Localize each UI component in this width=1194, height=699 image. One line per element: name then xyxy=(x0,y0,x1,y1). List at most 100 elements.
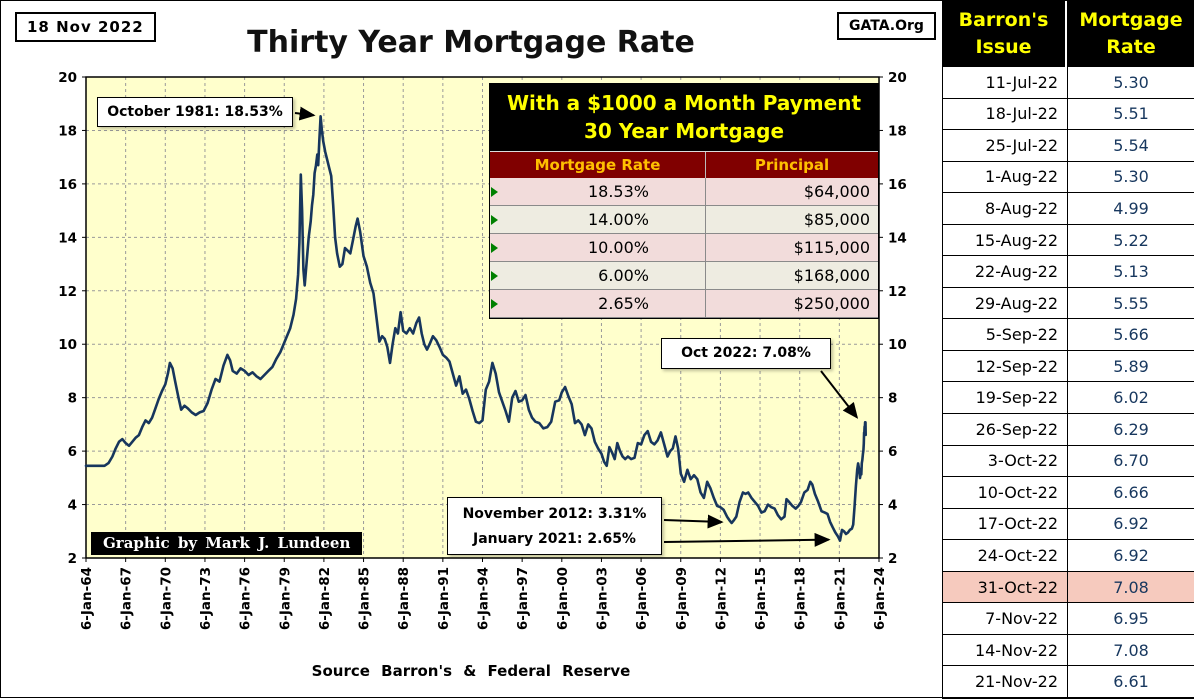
comment-triangle-icon xyxy=(491,243,498,253)
issue-date-cell: 3-Oct-22 xyxy=(943,445,1067,477)
issue-date-cell: 17-Oct-22 xyxy=(943,508,1067,540)
mortgage-rate-cell: 7.08 xyxy=(1068,634,1194,666)
svg-text:2: 2 xyxy=(68,551,77,567)
svg-text:16: 16 xyxy=(888,177,907,193)
inset-principal-cell: $250,000 xyxy=(706,290,878,318)
svg-text:6-Jan-15: 6-Jan-15 xyxy=(753,567,769,630)
barrons-rate-table: Barron's Issue Mortgage Rate 11-Jul-22 5.… xyxy=(942,1,1194,699)
svg-text:20: 20 xyxy=(888,70,907,86)
annotation-lows: November 2012: 3.31% January 2021: 2.65% xyxy=(447,497,662,555)
annotation-november-2012: November 2012: 3.31% xyxy=(462,506,647,522)
svg-text:6-Jan-91: 6-Jan-91 xyxy=(436,567,452,630)
inset-rows: 18.53% $64,000 14.00% $85,000 10.00% $115,000… xyxy=(490,178,878,318)
inset-rate-cell: 10.00% xyxy=(490,234,706,262)
svg-text:6-Jan-73: 6-Jan-73 xyxy=(198,567,214,630)
issue-date-cell: 10-Oct-22 xyxy=(943,477,1067,508)
issue-date-cell: 12-Sep-22 xyxy=(943,350,1067,382)
svg-text:14: 14 xyxy=(888,230,907,246)
side-header-rate: Mortgage Rate xyxy=(1079,9,1183,58)
svg-text:6-Jan-94: 6-Jan-94 xyxy=(476,567,492,630)
issue-date-cell: 25-Jul-22 xyxy=(943,130,1067,161)
inset-rate-cell: 14.00% xyxy=(490,206,706,234)
comment-triangle-icon xyxy=(491,215,498,225)
issue-date-cell: 22-Aug-22 xyxy=(943,256,1067,287)
issue-date-cell: 18-Jul-22 xyxy=(943,98,1067,130)
inset-row: 10.00% $115,000 xyxy=(490,234,878,262)
side-table-rows: 11-Jul-22 5.30 18-Jul-22 5.51 25-Jul-22 5.54 1… xyxy=(942,67,1194,698)
svg-text:6-Jan-97: 6-Jan-97 xyxy=(515,567,531,630)
svg-text:6-Jan-03: 6-Jan-03 xyxy=(594,567,610,630)
mortgage-rate-cell: 6.02 xyxy=(1068,382,1194,414)
svg-text:6-Jan-67: 6-Jan-67 xyxy=(119,567,135,630)
issue-date-cell: 1-Aug-22 xyxy=(943,161,1067,193)
comment-triangle-icon xyxy=(491,299,498,309)
mortgage-rate-cell: 7.08 xyxy=(1068,571,1194,603)
issue-date-cell: 14-Nov-22 xyxy=(943,634,1067,666)
issue-date-cell: 24-Oct-22 xyxy=(943,540,1067,571)
source-label: Source Barron's & Federal Reserve xyxy=(311,662,631,680)
inset-row: 18.53% $64,000 xyxy=(490,178,878,206)
issue-date-cell: 11-Jul-22 xyxy=(943,67,1067,98)
inset-principal-cell: $85,000 xyxy=(706,206,878,234)
inset-title-line2: 30 Year Mortgage xyxy=(583,119,785,143)
inset-title-line1: With a $1000 a Month Payment xyxy=(506,91,862,115)
annotation-october-1981: October 1981: 18.53% xyxy=(97,97,293,127)
payment-inset-table: With a $1000 a Month Payment 30 Year Mor… xyxy=(489,83,879,319)
svg-text:8: 8 xyxy=(68,391,77,407)
svg-text:6-Jan-24: 6-Jan-24 xyxy=(872,567,888,630)
annotation-january-2021: January 2021: 2.65% xyxy=(473,531,636,547)
svg-text:6-Jan-82: 6-Jan-82 xyxy=(317,567,333,630)
mortgage-rate-cell: 5.30 xyxy=(1068,67,1194,98)
mortgage-rate-cell: 5.51 xyxy=(1068,98,1194,130)
inset-row: 6.00% $168,000 xyxy=(490,262,878,290)
svg-text:18: 18 xyxy=(58,123,77,139)
inset-header-row: Mortgage Rate Principal xyxy=(490,151,878,178)
mortgage-rate-cell: 6.92 xyxy=(1068,508,1194,540)
side-header-issue: Barron's Issue xyxy=(942,1,1067,67)
inset-rate-cell: 6.00% xyxy=(490,262,706,290)
svg-text:6-Jan-12: 6-Jan-12 xyxy=(713,567,729,630)
inset-col-principal: Principal xyxy=(754,156,830,174)
comment-triangle-icon xyxy=(491,187,498,197)
svg-text:12: 12 xyxy=(888,284,907,300)
inset-rate-cell: 18.53% xyxy=(490,178,706,206)
svg-text:6-Jan-70: 6-Jan-70 xyxy=(158,567,174,630)
mortgage-rate-cell: 5.13 xyxy=(1068,256,1194,287)
mortgage-rate-cell: 4.99 xyxy=(1068,193,1194,224)
issue-date-cell: 5-Sep-22 xyxy=(943,319,1067,350)
side-table-header: Barron's Issue Mortgage Rate xyxy=(942,1,1194,67)
svg-text:6: 6 xyxy=(68,444,77,460)
svg-text:6-Jan-18: 6-Jan-18 xyxy=(793,567,809,630)
inset-col-mortgage-rate: Mortgage Rate xyxy=(490,152,706,178)
issue-date-cell: 15-Aug-22 xyxy=(943,224,1067,256)
inset-row: 14.00% $85,000 xyxy=(490,206,878,234)
annotation-oct-2022: Oct 2022: 7.08% xyxy=(661,338,831,369)
mortgage-rate-cell: 6.70 xyxy=(1068,445,1194,477)
svg-text:20: 20 xyxy=(58,70,77,86)
mortgage-rate-cell: 6.95 xyxy=(1068,603,1194,634)
svg-text:4: 4 xyxy=(68,498,77,514)
comment-triangle-icon xyxy=(491,271,498,281)
mortgage-rate-cell: 6.92 xyxy=(1068,540,1194,571)
mortgage-rate-cell: 6.29 xyxy=(1068,414,1194,445)
credit-label: Graphic by Mark J. Lundeen xyxy=(91,532,363,555)
svg-text:8: 8 xyxy=(888,391,897,407)
svg-text:6: 6 xyxy=(888,444,897,460)
issue-date-cell: 26-Sep-22 xyxy=(943,414,1067,445)
mortgage-rate-cell: 5.22 xyxy=(1068,224,1194,256)
issue-date-cell: 21-Nov-22 xyxy=(943,666,1067,697)
svg-text:12: 12 xyxy=(58,284,77,300)
svg-text:6-Jan-21: 6-Jan-21 xyxy=(832,567,848,630)
mortgage-rate-cell: 5.55 xyxy=(1068,287,1194,319)
mortgage-rate-cell: 5.66 xyxy=(1068,319,1194,350)
svg-text:6-Jan-85: 6-Jan-85 xyxy=(357,567,373,630)
svg-text:6-Jan-79: 6-Jan-79 xyxy=(277,567,293,630)
svg-text:18: 18 xyxy=(888,123,907,139)
svg-text:2: 2 xyxy=(888,551,897,567)
svg-text:14: 14 xyxy=(58,230,77,246)
mortgage-rate-cell: 5.30 xyxy=(1068,161,1194,193)
issue-date-box: 18 Nov 2022 xyxy=(15,12,156,42)
svg-text:6-Jan-00: 6-Jan-00 xyxy=(555,567,571,630)
issue-date-cell: 31-Oct-22 xyxy=(943,571,1067,603)
svg-text:6-Jan-64: 6-Jan-64 xyxy=(79,567,95,630)
